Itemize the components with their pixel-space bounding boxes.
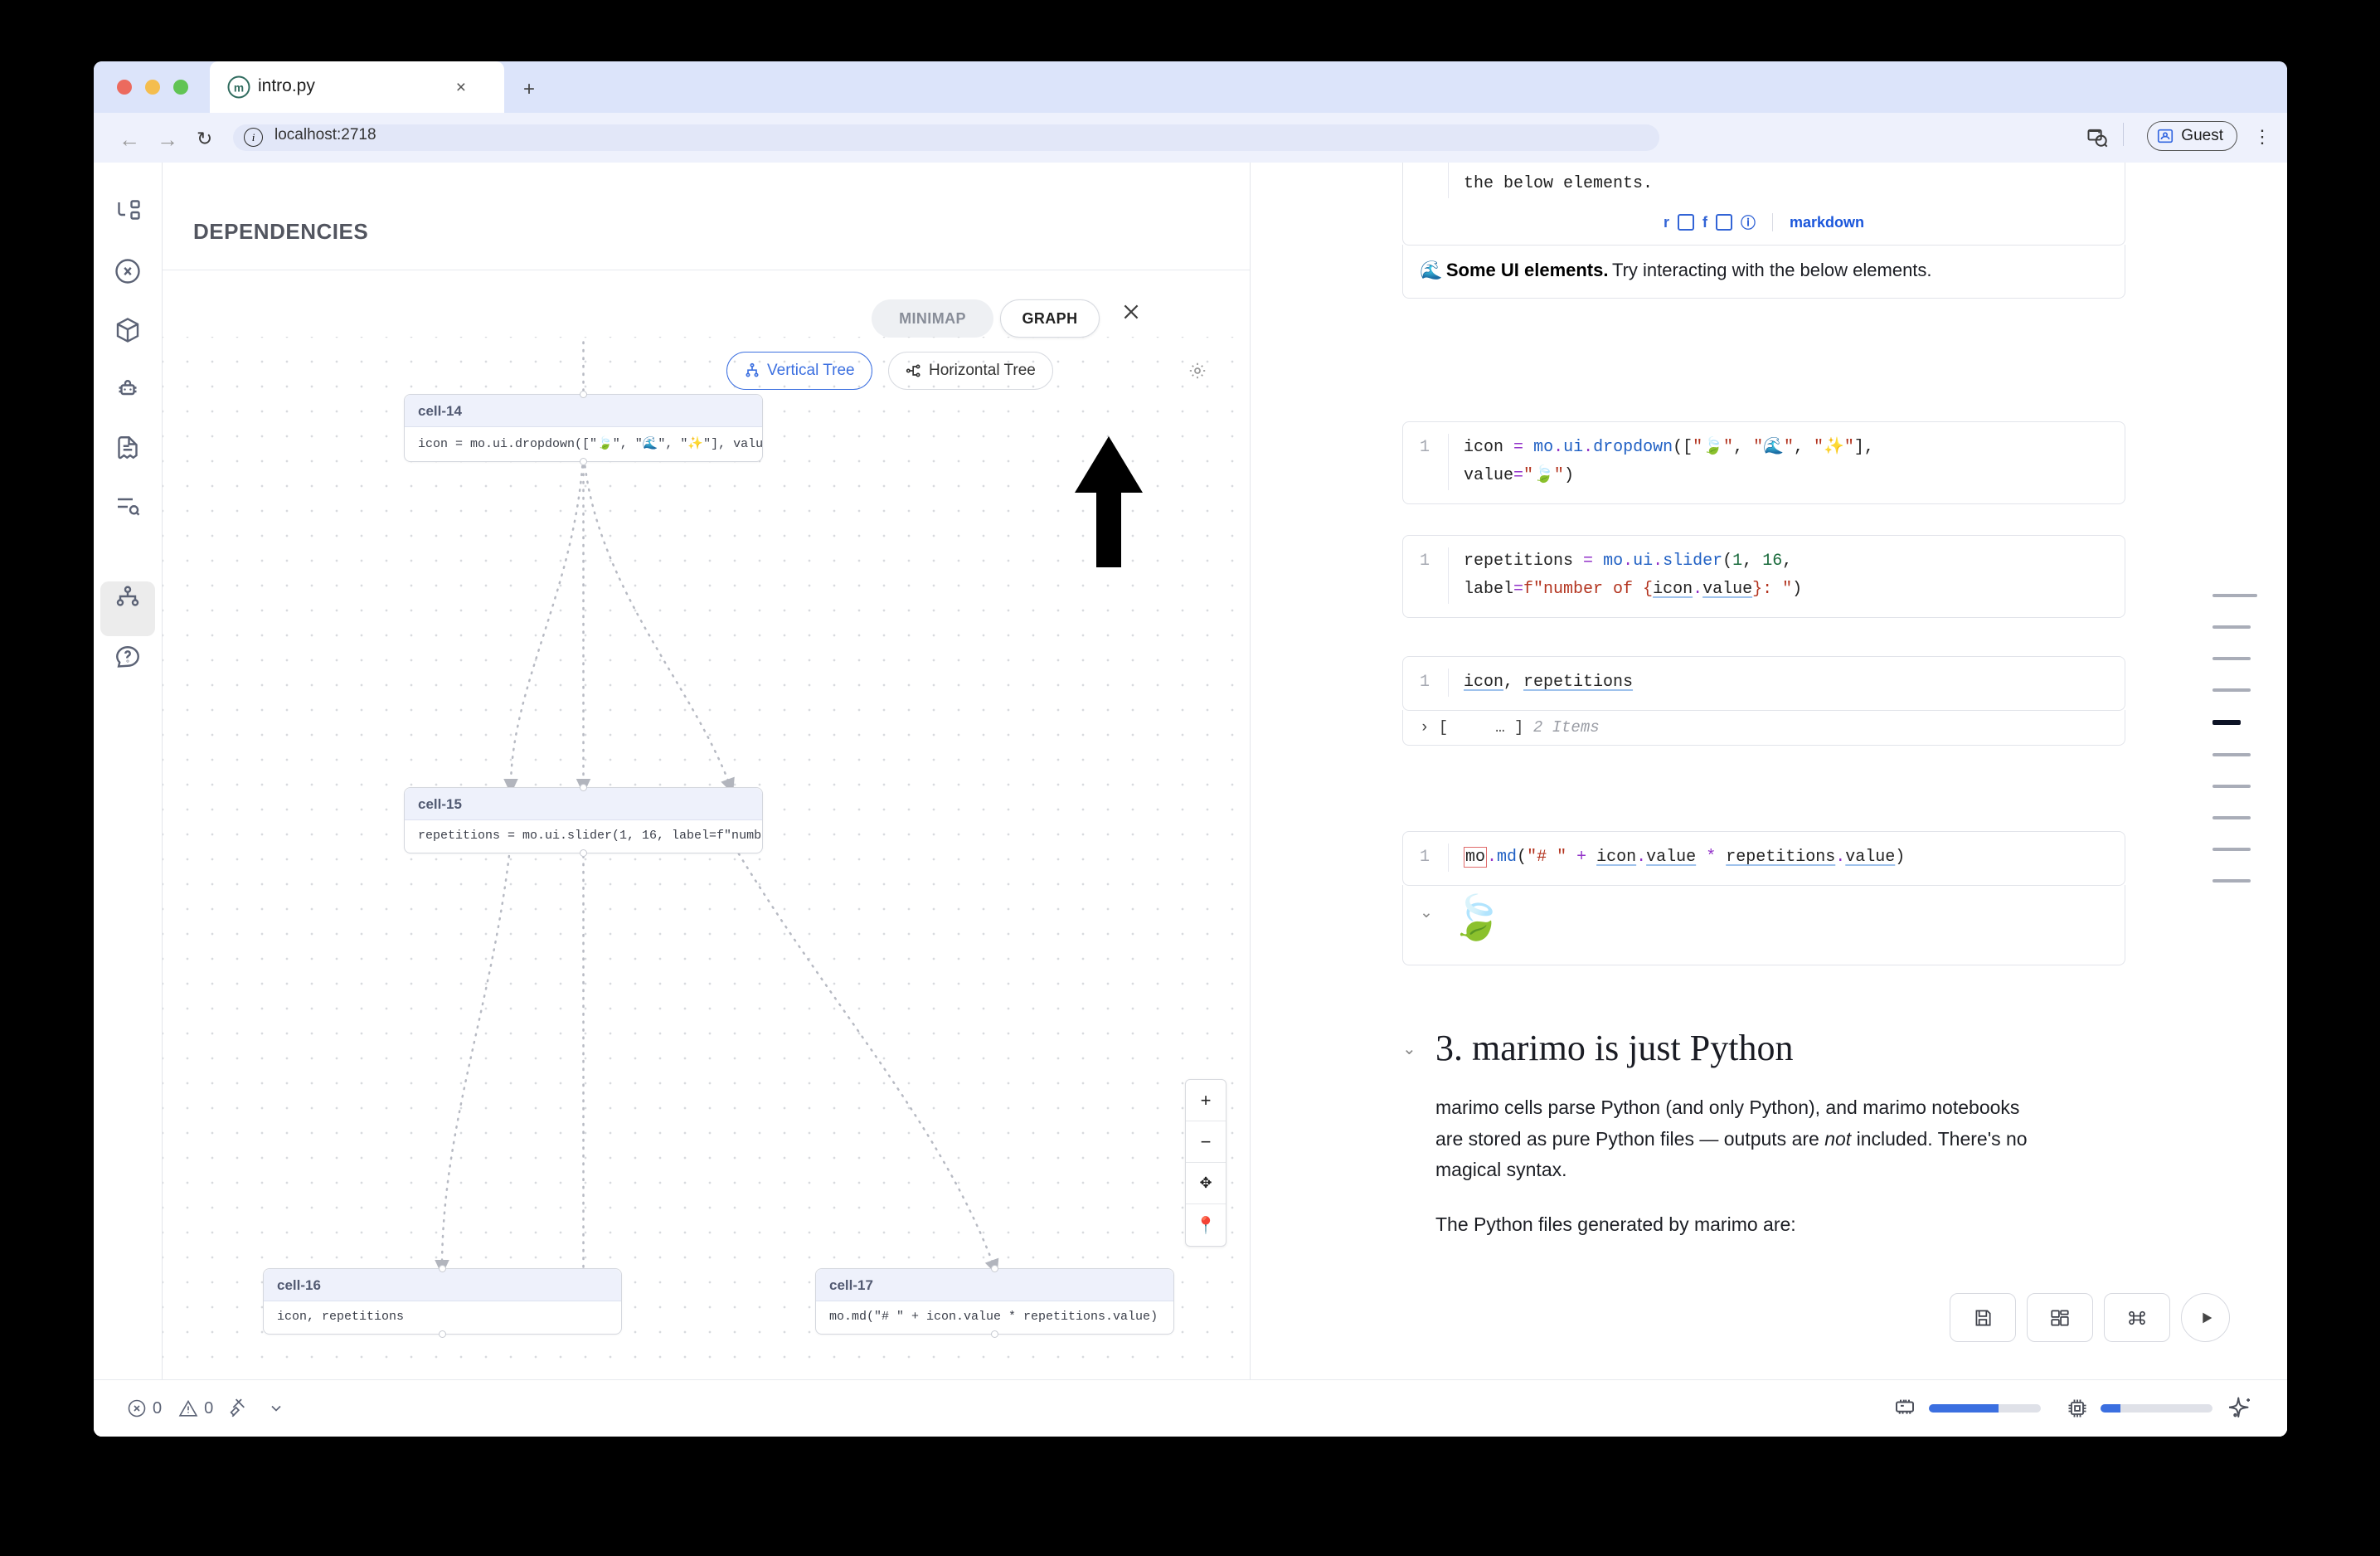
- svg-text:m: m: [234, 82, 244, 95]
